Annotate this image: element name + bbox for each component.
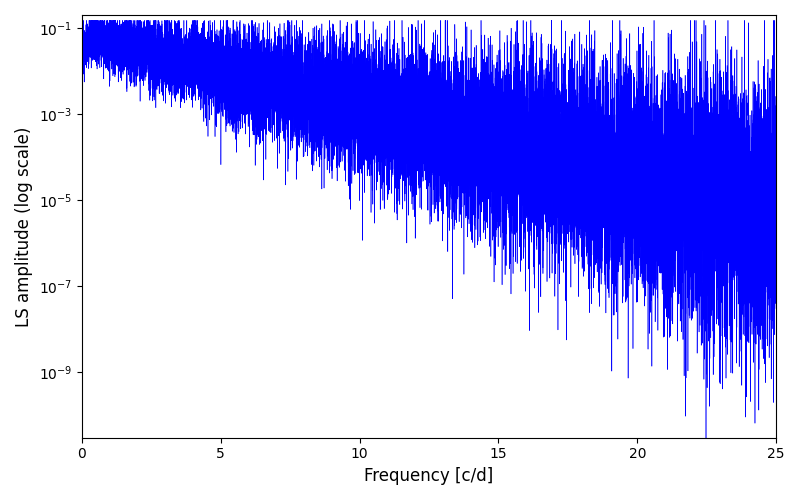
- X-axis label: Frequency [c/d]: Frequency [c/d]: [364, 467, 494, 485]
- Y-axis label: LS amplitude (log scale): LS amplitude (log scale): [15, 126, 33, 326]
